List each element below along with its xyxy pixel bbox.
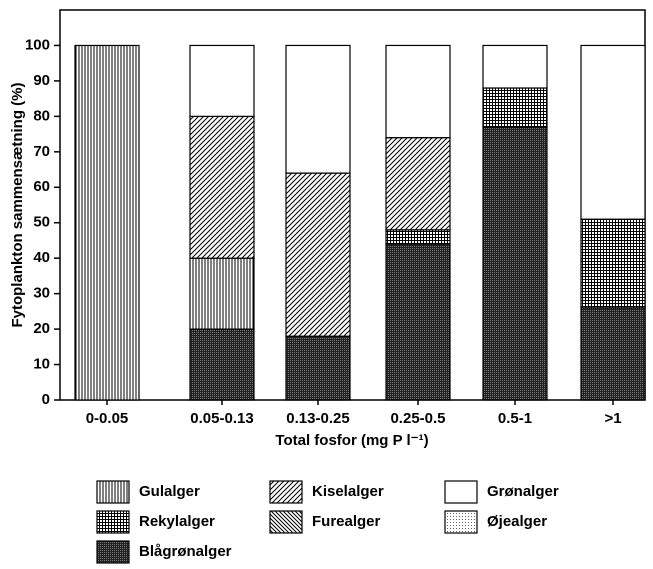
legend-label: Kiselalger — [312, 483, 384, 500]
y-tick-label: 100 — [25, 36, 50, 53]
plot-frame — [59, 9, 646, 401]
bar-segment — [385, 243, 451, 401]
bar-segment — [385, 229, 451, 245]
legend-swatch — [269, 480, 303, 504]
legend-swatch — [96, 480, 130, 504]
x-tick-label: >1 — [604, 410, 621, 427]
bar-segment — [189, 257, 255, 330]
bar-segment — [285, 335, 351, 401]
legend-swatch — [96, 540, 130, 564]
bar-segment — [580, 218, 646, 309]
bar-segment — [74, 44, 140, 401]
bar-segment — [385, 137, 451, 231]
x-tick-label: 0.5-1 — [498, 410, 532, 427]
legend-label: Gulalger — [139, 483, 200, 500]
y-tick-label: 70 — [33, 143, 50, 160]
y-tick-label: 0 — [42, 391, 50, 408]
bar-segment — [580, 307, 646, 401]
x-axis-label: Total fosfor (mg P l⁻¹) — [275, 432, 428, 449]
bar-segment — [482, 44, 548, 89]
bar-segment — [189, 328, 255, 401]
x-tick-label: 0.13-0.25 — [286, 410, 349, 427]
bar-segment — [580, 44, 646, 220]
bar-segment — [285, 44, 351, 174]
y-tick-label: 30 — [33, 285, 50, 302]
bar-segment — [189, 44, 255, 117]
bar-segment — [285, 172, 351, 337]
legend-label: Øjealger — [487, 513, 547, 530]
bar-segment — [385, 44, 451, 139]
legend-label: Grønalger — [487, 483, 559, 500]
legend-label: Furealger — [312, 513, 381, 530]
bar-segment — [482, 87, 548, 128]
y-tick-label: 20 — [33, 320, 50, 337]
legend-swatch — [444, 480, 478, 504]
legend-swatch — [96, 510, 130, 534]
y-tick-label: 10 — [33, 356, 50, 373]
x-tick-label: 0-0.05 — [86, 410, 129, 427]
x-tick-label: 0.05-0.13 — [190, 410, 253, 427]
legend-label: Blågrønalger — [139, 543, 232, 560]
legend-label: Rekylalger — [139, 513, 215, 530]
y-tick-label: 90 — [33, 72, 50, 89]
y-axis-label: Fytoplankton sammensætning (%) — [9, 82, 26, 327]
legend-swatch — [444, 510, 478, 534]
y-tick-label: 50 — [33, 214, 50, 231]
y-tick-label: 40 — [33, 249, 50, 266]
legend-swatch — [269, 510, 303, 534]
bar-segment — [482, 126, 548, 401]
x-tick-label: 0.25-0.5 — [390, 410, 445, 427]
y-tick-label: 80 — [33, 107, 50, 124]
bar-segment — [189, 115, 255, 259]
y-tick-label: 60 — [33, 178, 50, 195]
